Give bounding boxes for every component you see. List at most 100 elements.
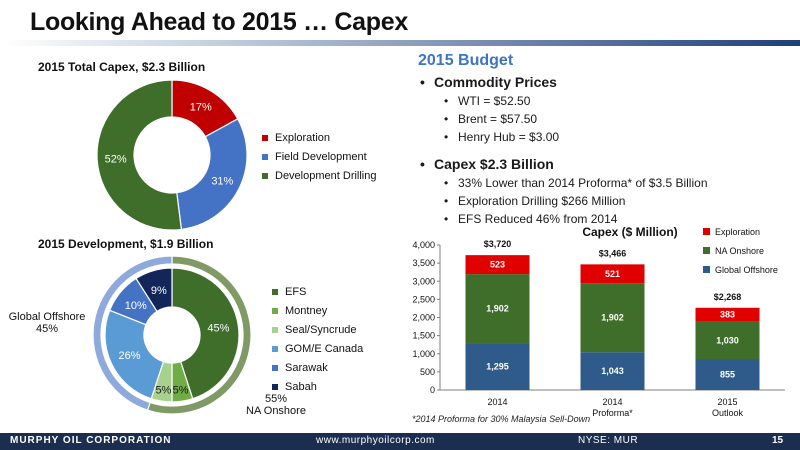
bar-data-label: 1,902: [486, 304, 509, 314]
legend-label: Sarawak: [285, 361, 328, 374]
y-tick-label: 3,000: [412, 276, 435, 286]
donut2-chart: 45% 5%5% 26% 10% 9%: [92, 255, 252, 415]
capex-heading: Capex $2.3 Billion: [420, 156, 793, 172]
bar-data-label: 1,902: [601, 313, 624, 323]
x-tick-label: 2014: [602, 397, 622, 407]
donut2-slice-label-5: 9%: [151, 285, 167, 297]
bar-legend-swatch: [703, 247, 710, 254]
legend-label: Exploration: [275, 131, 331, 144]
legend-item-development-drilling: Development Drilling: [262, 166, 377, 185]
donut2-outer-slice-1: [92, 255, 173, 411]
legend-swatch: [272, 307, 278, 314]
legend-swatch: [262, 172, 268, 179]
bar-data-label: 523: [490, 260, 505, 270]
legend-item-efs: EFS: [272, 282, 363, 301]
bar-legend-label: Exploration: [715, 227, 760, 237]
budget-panel: 2015 Budget Commodity Prices WTI = $52.5…: [418, 52, 793, 226]
page-number: 15: [772, 435, 784, 446]
legend-label: Seal/Syncrude: [285, 323, 357, 336]
donut1-slice-2: [96, 79, 183, 231]
y-tick-label: 4,000: [412, 240, 435, 250]
footer-url: www.murphyoilcorp.com: [316, 435, 435, 446]
capex-item: EFS Reduced 46% from 2014: [444, 212, 793, 226]
outer-label-global-offshore: Global Offshore 45%: [8, 311, 86, 335]
bar-segment-na-onshore: [465, 274, 530, 344]
legend-item-montney: Montney: [272, 301, 363, 320]
donut2-slice-5: [135, 267, 173, 313]
donut1-slice-1: [176, 118, 248, 231]
donut1-title: 2015 Total Capex, $2.3 Billion: [38, 60, 206, 74]
legend-item-exploration: Exploration: [262, 128, 377, 147]
legend-item-sarawak: Sarawak: [272, 358, 363, 377]
x-tick-label: 2014: [487, 397, 507, 407]
capex-item: 33% Lower than 2014 Proforma* of $3.5 Bi…: [444, 176, 793, 190]
footnote: *2014 Proforma for 30% Malaysia Sell-Dow…: [412, 414, 591, 424]
slide-title: Looking Ahead to 2015 … Capex: [30, 8, 408, 36]
donut2-slice-label-4: 10%: [125, 300, 147, 312]
bar-legend-label: Global Offshore: [715, 265, 778, 275]
bar-legend-swatch: [703, 266, 710, 273]
footer-company: MURPHY OIL CORPORATION: [10, 435, 172, 446]
bar-chart-title: Capex ($ Million): [582, 225, 677, 239]
bar-total-label: $3,466: [599, 248, 627, 258]
bar-data-label: 1,030: [716, 335, 739, 345]
legend-item-seal-syncrude: Seal/Syncrude: [272, 320, 363, 339]
bar-data-label: 521: [605, 269, 620, 279]
outer-label-global-offshore-text: Global Offshore 45%: [8, 311, 86, 335]
y-tick-label: 0: [430, 385, 435, 395]
legend-label: Field Development: [275, 150, 367, 163]
donut2-legend: EFS Montney Seal/Syncrude GOM/E Canada S…: [272, 282, 363, 396]
footer-ticker: NYSE: MUR: [578, 435, 639, 446]
x-tick-label: Outlook: [712, 408, 744, 418]
legend-label: GOM/E Canada: [285, 342, 364, 355]
donut1-chart: 17% 31% 52%: [96, 79, 248, 231]
y-tick-label: 1,000: [412, 349, 435, 359]
legend-item-field-development: Field Development: [262, 147, 377, 166]
bar-legend-label: NA Onshore: [715, 246, 764, 256]
footer-bar: MURPHY OIL CORPORATION www.murphyoilcorp…: [0, 433, 800, 450]
legend-item-sabah: Sabah: [272, 377, 363, 396]
bar-total-label: $2,268: [714, 292, 742, 302]
bar-segment-na-onshore: [580, 283, 645, 353]
legend-swatch: [272, 364, 278, 371]
outer-label-na-onshore: 55% NA Onshore: [236, 393, 316, 417]
bar-segment-global-offshore: [695, 359, 760, 390]
commodity-item: WTI = $52.50: [444, 94, 793, 108]
legend-swatch: [262, 134, 268, 141]
title-divider: [0, 40, 800, 46]
donut1-legend: Exploration Field Development Developmen…: [262, 128, 377, 185]
donut2-slice-label-2: 5%: [155, 384, 171, 396]
bar-total-label: $3,720: [484, 239, 512, 249]
legend-swatch: [262, 153, 268, 160]
legend-swatch: [272, 345, 278, 352]
commodity-item: Brent = $57.50: [444, 112, 793, 126]
bar-segment-exploration: [695, 307, 760, 322]
donut2-slice-label-3: 26%: [118, 350, 140, 362]
donut2-slice-3: [104, 309, 165, 400]
bar-legend-swatch: [703, 228, 710, 235]
donut2-slice-label-0: 45%: [207, 323, 229, 335]
donut1-slice-label-1: 31%: [211, 176, 233, 188]
bar-segment-global-offshore: [580, 352, 645, 390]
capex-item: Exploration Drilling $266 Million: [444, 194, 793, 208]
bar-data-label: 383: [720, 310, 735, 320]
commodity-item: Henry Hub = $3.00: [444, 130, 793, 144]
x-tick-label: Proforma*: [592, 408, 633, 418]
legend-label: Sabah: [285, 380, 317, 393]
legend-item-gom-e-canada: GOM/E Canada: [272, 339, 363, 358]
legend-swatch: [272, 383, 278, 390]
capex-bar-chart: Capex ($ Million) 0 500 1,000 1,500 2,000 2,50…: [412, 225, 785, 418]
bar-data-label: 1,043: [601, 366, 624, 376]
commodity-prices-heading: Commodity Prices: [420, 74, 793, 90]
outer-label-na-onshore-text: 55% NA Onshore: [246, 393, 306, 417]
bar-segment-exploration: [580, 264, 645, 284]
y-tick-label: 3,500: [412, 258, 435, 268]
legend-label: Development Drilling: [275, 169, 377, 182]
donut2-slice-0: [171, 267, 240, 400]
legend-label: EFS: [285, 285, 307, 298]
bar-segment-na-onshore: [695, 321, 760, 360]
bar-data-label: 1,295: [486, 362, 509, 372]
legend-swatch: [272, 288, 278, 295]
legend-swatch: [272, 326, 278, 333]
donut1-slice-label-0: 17%: [190, 101, 212, 113]
